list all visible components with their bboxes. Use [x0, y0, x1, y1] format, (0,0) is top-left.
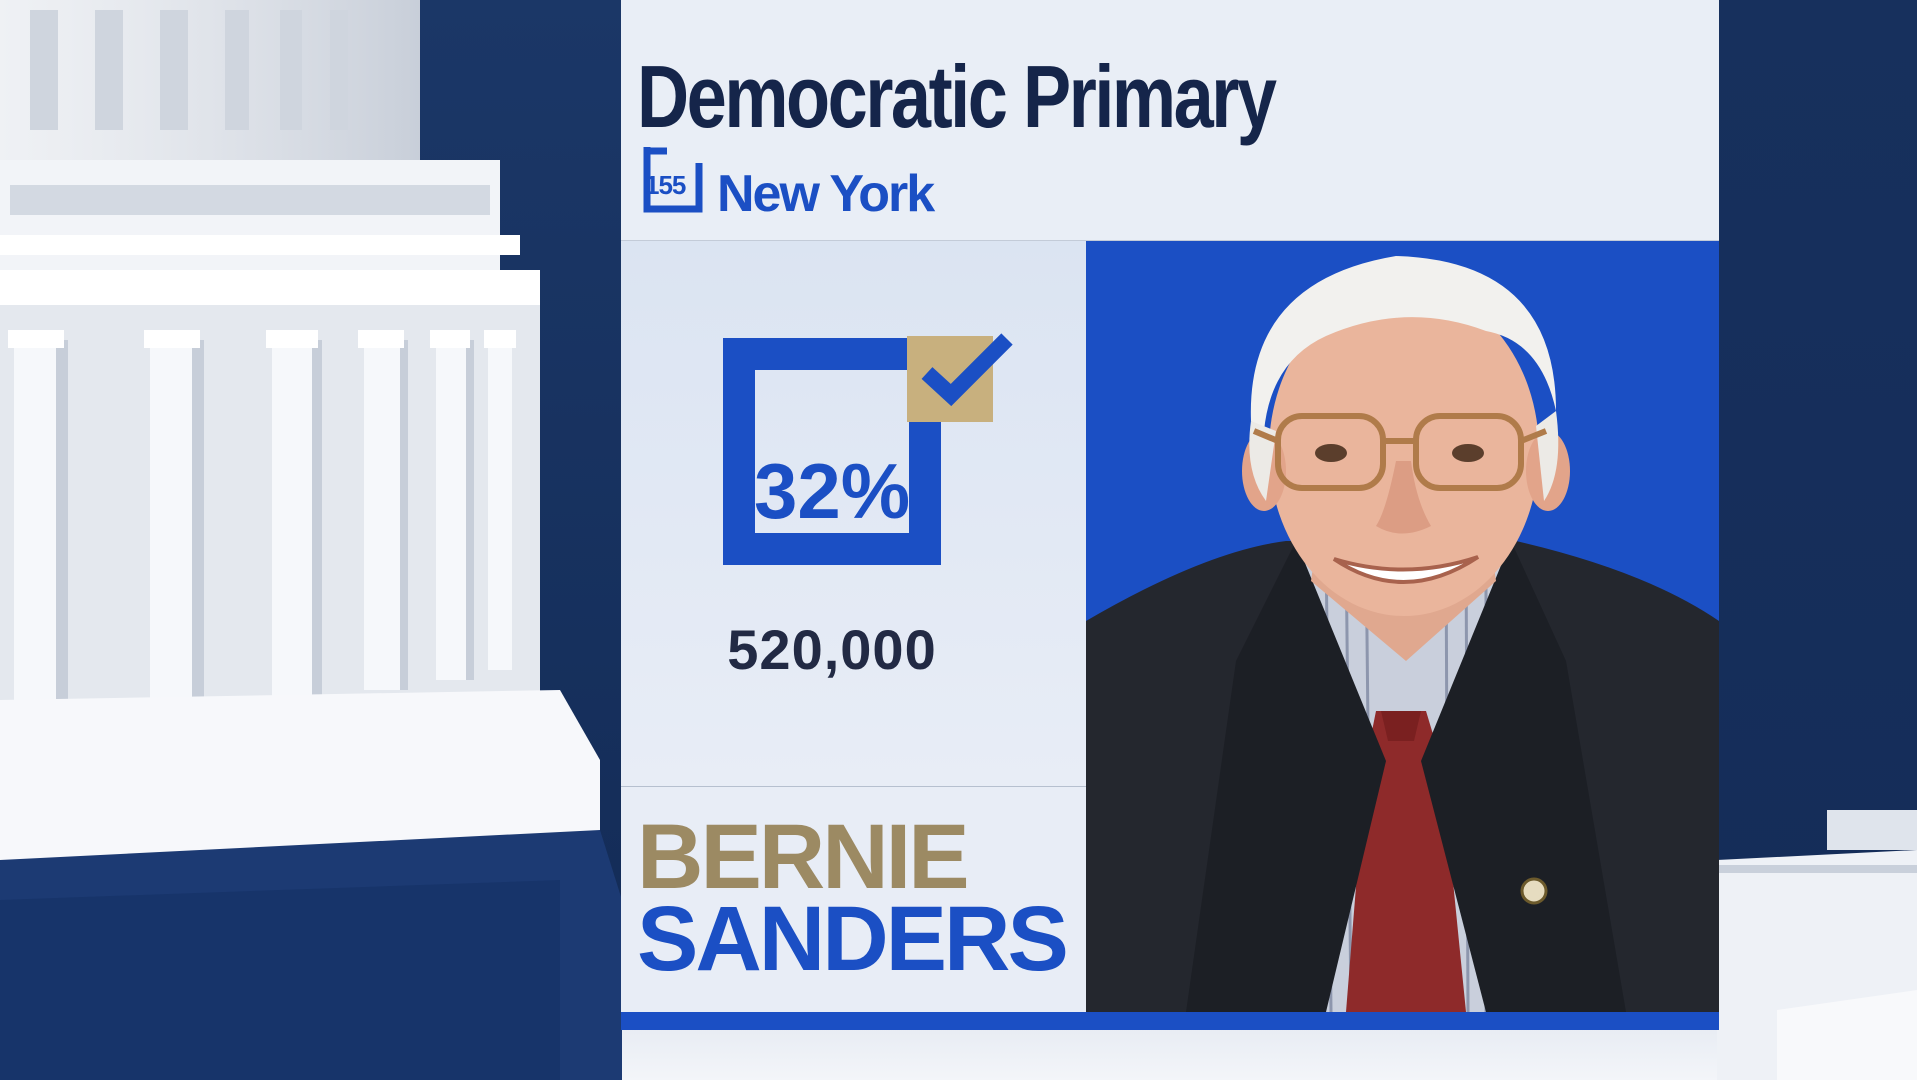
bottom-accent-bar [621, 1012, 1719, 1030]
race-title: Democratic Primary [637, 47, 1277, 146]
district-box-icon [643, 147, 703, 213]
capitol-building-illustration [0, 0, 622, 1080]
candidate-last-name: SANDERS [637, 888, 1069, 990]
candidate-name-panel: BERNIE SANDERS [621, 787, 1086, 1012]
capitol-wing-illustration [1717, 810, 1917, 1080]
result-panel: 32% 520,000 [621, 241, 1086, 787]
results-card: Democratic Primary 155 New York 32% 520,… [621, 0, 1719, 1030]
candidate-photo [1086, 241, 1719, 1012]
candidate-first-name: BERNIE [637, 806, 970, 908]
candidate-portrait-illustration [1086, 256, 1719, 1012]
vote-percentage: 32% [753, 447, 911, 535]
checkmark-icon [921, 333, 1013, 407]
state-name: New York [717, 165, 935, 223]
winner-badge [907, 336, 993, 422]
vote-count: 520,000 [727, 618, 937, 681]
district-number: 155 [645, 170, 686, 200]
card-header: Democratic Primary 155 New York [621, 0, 1719, 241]
